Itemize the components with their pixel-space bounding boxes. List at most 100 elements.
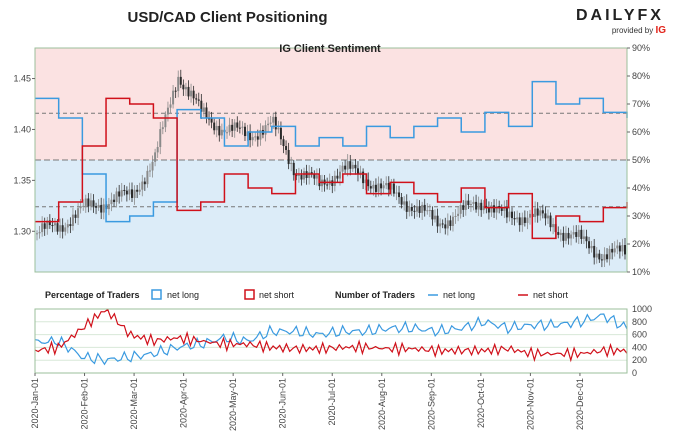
date-tick-label-1: 2020-Feb-01: [80, 378, 90, 430]
candle-body-181: [500, 208, 503, 211]
candle-body-62: [195, 98, 198, 100]
candle-body-200: [549, 215, 552, 228]
date-axis: 2020-Jan-01 2020-Feb-01 2020-Mar-01 2020-Ap…: [30, 373, 585, 431]
legend-pct-short-swatch: [244, 289, 255, 300]
candle-body-156: [436, 215, 439, 227]
candle-body-150: [421, 204, 424, 213]
candle-body-17: [79, 206, 82, 209]
candle-body-228: [621, 245, 624, 252]
logo-text: DAILYFX: [576, 7, 664, 24]
candle-body-182: [503, 206, 506, 211]
logo-subline: provided by IG: [576, 25, 672, 36]
candle-body-90: [267, 123, 270, 126]
logo-sub-text: provided by: [611, 26, 654, 35]
candle-body-131: [372, 184, 375, 189]
candle-body-223: [608, 248, 611, 260]
candle-body-83: [249, 131, 252, 141]
candle-body-169: [469, 204, 472, 206]
chart-title: USD/CAD Client Positioning: [127, 9, 328, 26]
candle-body-106: [308, 172, 311, 178]
candle-body-74: [226, 132, 229, 134]
price-tick-label-0: 1.30: [13, 226, 31, 236]
candle-body-25: [100, 204, 103, 213]
candle-body-8: [56, 223, 59, 232]
candle-body-58: [184, 86, 187, 90]
candle-body-94: [277, 127, 280, 130]
candle-body-206: [564, 232, 567, 241]
candle-body-66: [205, 107, 208, 119]
candle-body-113: [326, 184, 329, 186]
candle-body-10: [61, 225, 64, 232]
candle-body-189: [521, 217, 524, 226]
traders-gridlines: [35, 308, 627, 374]
candle-body-186: [513, 218, 516, 220]
legend-pct-label: Percentage of Traders: [45, 290, 140, 300]
legend-pct-long: net long: [167, 290, 199, 300]
sentiment-tick-label-5: 60%: [632, 127, 650, 137]
candle-body-161: [449, 220, 452, 227]
candle-body-2: [41, 223, 44, 233]
sentiment-net-short-line: [35, 97, 628, 240]
date-tick-label-9: 2020-Oct-01: [476, 378, 486, 428]
candle-body-48: [159, 129, 162, 148]
candle-body-224: [611, 248, 614, 253]
candle-body-121: [346, 161, 349, 170]
candle-body-158: [441, 223, 444, 225]
candle-body-5: [48, 220, 51, 226]
candle-body-21: [89, 200, 92, 207]
candle-body-137: [387, 183, 390, 190]
candle-body-60: [190, 90, 193, 97]
price-tick-label-1: 1.35: [13, 175, 31, 185]
candle-body-210: [575, 232, 578, 237]
candle-body-194: [534, 208, 537, 217]
candle-body-52: [169, 104, 172, 108]
sentiment-tick-label-4: 50%: [632, 155, 650, 165]
candle-body-159: [444, 224, 447, 229]
price-tick-label-3: 1.45: [13, 74, 31, 84]
candle-body-132: [374, 184, 377, 192]
date-tick-label-10: 2020-Nov-01: [525, 378, 535, 430]
candle-body-54: [174, 90, 177, 92]
candle-body-171: [475, 201, 478, 210]
candle-body-30: [113, 199, 116, 203]
sentiment-tick-label-7: 80%: [632, 71, 650, 81]
candle-body-86: [256, 136, 259, 140]
candle-body-190: [523, 217, 526, 223]
candle-body-53: [172, 90, 175, 105]
candle-body-40: [138, 189, 141, 192]
candle-body-162: [451, 216, 454, 227]
candle-body-29: [110, 199, 113, 205]
candle-body-146: [410, 206, 413, 211]
traders-tick-label-5: 1000: [632, 304, 652, 314]
candle-body-20: [87, 198, 90, 207]
traders-tick-label-0: 0: [632, 368, 637, 378]
candle-body-47: [156, 147, 159, 153]
sentiment-gridlines: [35, 112, 627, 208]
candle-body-34: [123, 189, 126, 191]
candle-body-133: [377, 183, 380, 192]
candle-body-99: [290, 162, 293, 165]
candle-body-43: [146, 170, 149, 185]
candle-body-100: [292, 162, 295, 176]
candle-body-204: [559, 232, 562, 235]
sentiment-tick-label-1: 20%: [632, 239, 650, 249]
sentiment-tick-label-2: 30%: [632, 211, 650, 221]
candle-body-38: [133, 189, 136, 198]
candle-body-157: [439, 223, 442, 227]
candle-body-13: [69, 224, 72, 226]
candle-body-103: [300, 174, 303, 180]
sentiment-tick-label-8: 90%: [632, 43, 650, 53]
legend-pct-long-swatch: [151, 289, 162, 300]
candle-body-165: [459, 205, 462, 214]
candle-body-84: [251, 137, 254, 141]
candle-body-167: [464, 200, 467, 210]
candle-body-119: [341, 165, 344, 172]
candle-body-219: [598, 253, 601, 260]
short-zone: [35, 48, 627, 160]
candle-body-26: [102, 204, 105, 213]
sentiment-title: IG Client Sentiment: [279, 43, 381, 55]
candle-body-55: [177, 76, 180, 92]
candle-body-134: [380, 183, 383, 189]
main-panel: IG Client Sentiment 1.30 1.35 1.40 1.45 10%…: [13, 43, 650, 277]
candle-body-3: [43, 223, 46, 229]
